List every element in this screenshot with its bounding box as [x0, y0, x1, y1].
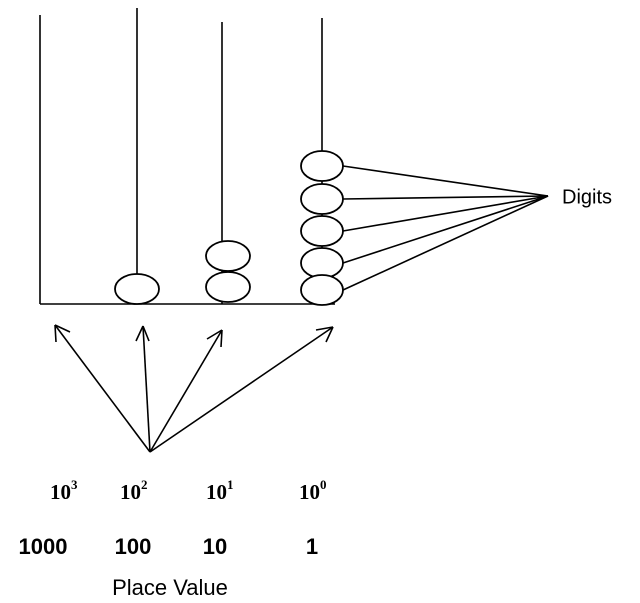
caption: Place Value — [112, 575, 228, 600]
power: 102 — [120, 477, 148, 504]
place-arrows — [55, 325, 333, 452]
power-exponent: 1 — [227, 477, 234, 492]
place-value: 10 — [203, 534, 227, 559]
power-base: 10 — [206, 480, 227, 504]
beads — [115, 151, 343, 305]
abacus-diagram: Digits 103 102 101 100 1000 100 10 1 Pla… — [0, 0, 640, 603]
abacus-frame — [40, 8, 335, 304]
power-exponent: 2 — [141, 477, 148, 492]
place-value: 1 — [306, 534, 318, 559]
power-exponent: 3 — [71, 477, 78, 492]
power-base: 10 — [299, 480, 320, 504]
power-exponent: 0 — [320, 477, 327, 492]
place-value: 100 — [115, 534, 152, 559]
power: 101 — [206, 477, 234, 504]
power-base: 10 — [50, 480, 71, 504]
place-value: 1000 — [19, 534, 68, 559]
digit-pointers — [343, 166, 548, 290]
digits-label: Digits — [562, 186, 612, 208]
power: 103 — [50, 477, 78, 504]
power-base: 10 — [120, 480, 141, 504]
power: 100 — [299, 477, 327, 504]
